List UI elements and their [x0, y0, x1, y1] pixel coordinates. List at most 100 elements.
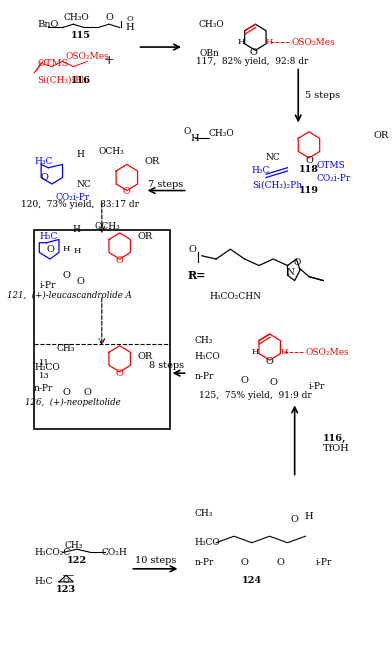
Text: Si(CH₃)₂Ph: Si(CH₃)₂Ph [252, 181, 302, 190]
Text: O: O [63, 576, 69, 584]
Text: O: O [46, 245, 54, 253]
Text: 13: 13 [39, 373, 50, 381]
Text: H: H [266, 39, 273, 47]
Text: i-Pr: i-Pr [309, 382, 325, 390]
Text: H: H [191, 134, 199, 143]
Text: TfOH: TfOH [323, 443, 350, 453]
Text: 115: 115 [71, 31, 91, 40]
Text: CH₃: CH₃ [64, 542, 82, 550]
Text: H: H [73, 225, 81, 234]
Text: Si(CH₃)₂Ph: Si(CH₃)₂Ph [38, 75, 88, 84]
Text: O: O [116, 256, 123, 265]
Text: O: O [305, 156, 313, 165]
Text: 7 steps: 7 steps [149, 179, 184, 189]
Text: H₃CO: H₃CO [195, 352, 220, 362]
Text: H₃CO₂CHN: H₃CO₂CHN [209, 291, 261, 301]
Text: O: O [241, 558, 249, 567]
Text: O: O [189, 245, 197, 253]
Text: H: H [125, 23, 134, 32]
Text: 123: 123 [56, 585, 76, 594]
Text: n-Pr: n-Pr [195, 558, 214, 567]
Text: OSO₂Mes: OSO₂Mes [66, 52, 109, 62]
Text: O: O [41, 173, 49, 182]
Text: OTMS: OTMS [316, 161, 345, 170]
Text: OTMS: OTMS [38, 59, 69, 68]
Text: CH₃O: CH₃O [198, 20, 224, 29]
Text: 122: 122 [67, 556, 87, 565]
Bar [34, 230, 170, 428]
Text: CO₂i-Pr: CO₂i-Pr [316, 174, 350, 183]
Text: 8 steps: 8 steps [149, 361, 184, 370]
Text: O: O [276, 558, 284, 567]
Text: R=: R= [187, 270, 206, 281]
Text: O: O [83, 388, 91, 397]
Text: O: O [294, 258, 301, 267]
Text: OSO₂Mes: OSO₂Mes [291, 38, 335, 47]
Text: NC: NC [76, 179, 91, 189]
Text: O: O [250, 48, 258, 57]
Text: OR: OR [373, 130, 388, 140]
Text: CH₃O: CH₃O [64, 13, 90, 22]
Text: O: O [62, 271, 70, 280]
Text: n-Pr: n-Pr [195, 372, 214, 381]
Text: 117,  82% yield,  92:8 dr: 117, 82% yield, 92:8 dr [196, 57, 308, 66]
Text: H: H [238, 39, 245, 47]
Text: 125,  75% yield,  91:9 dr: 125, 75% yield, 91:9 dr [199, 392, 312, 400]
Text: H₃CO: H₃CO [195, 538, 220, 547]
Text: H₃C: H₃C [39, 232, 58, 240]
Text: H: H [305, 512, 313, 521]
Text: H₃C: H₃C [252, 166, 270, 176]
Text: O: O [123, 187, 131, 196]
Text: 119: 119 [299, 186, 319, 195]
Text: O: O [241, 377, 249, 386]
Text: i-Pr: i-Pr [316, 558, 332, 567]
Text: OBn: OBn [199, 49, 219, 58]
Text: CO₂i-Pr: CO₂i-Pr [55, 193, 90, 202]
Text: OSO₂Mes: OSO₂Mes [305, 348, 349, 357]
Text: BnO: BnO [38, 20, 59, 29]
Text: 116: 116 [71, 77, 91, 85]
Text: O: O [76, 277, 84, 286]
Text: OCH₃: OCH₃ [95, 222, 120, 231]
Text: 11: 11 [39, 360, 50, 367]
Text: OR: OR [138, 352, 153, 362]
Text: H: H [62, 245, 70, 253]
Text: n-Pr: n-Pr [34, 384, 53, 392]
Text: +: + [103, 54, 114, 67]
Text: NC: NC [266, 153, 281, 162]
Text: 126,  (+)-neopeltolide: 126, (+)-neopeltolide [25, 398, 121, 407]
Text: H: H [280, 348, 288, 356]
Text: 121,  (+)-leucascandrolide A: 121, (+)-leucascandrolide A [7, 290, 132, 299]
Text: N: N [287, 268, 294, 277]
Text: OR: OR [138, 232, 153, 240]
Text: CH₃: CH₃ [57, 344, 75, 353]
Text: CH₃O: CH₃O [209, 128, 235, 138]
Text: 124: 124 [242, 576, 262, 585]
Text: H₃C: H₃C [34, 577, 53, 586]
Text: O: O [62, 388, 70, 397]
Text: 5 steps: 5 steps [305, 92, 341, 100]
Text: O: O [291, 515, 299, 525]
Text: O: O [105, 13, 113, 22]
Text: 118: 118 [299, 165, 319, 174]
Text: 120,  73% yield,  83:17 dr: 120, 73% yield, 83:17 dr [22, 200, 140, 210]
Text: 116,: 116, [323, 434, 347, 443]
Text: OR: OR [145, 157, 160, 166]
Text: OCH₃: OCH₃ [98, 147, 124, 156]
Text: H₃C: H₃C [34, 157, 53, 166]
Text: O: O [184, 127, 191, 136]
Text: CO₂H: CO₂H [102, 548, 127, 557]
Text: CH₃: CH₃ [195, 336, 213, 345]
Text: H₃CO₂C: H₃CO₂C [34, 548, 70, 557]
Text: O: O [266, 357, 274, 366]
Text: H₃CO: H₃CO [34, 364, 60, 373]
Text: H: H [76, 150, 84, 159]
Text: O: O [269, 379, 277, 388]
Text: H: H [252, 348, 259, 356]
Text: H: H [73, 247, 80, 255]
Text: CH₃: CH₃ [195, 509, 213, 518]
Text: O: O [126, 15, 133, 23]
Text: 10 steps: 10 steps [135, 556, 176, 565]
Text: O: O [116, 369, 123, 378]
Text: i-Pr: i-Pr [39, 280, 56, 290]
